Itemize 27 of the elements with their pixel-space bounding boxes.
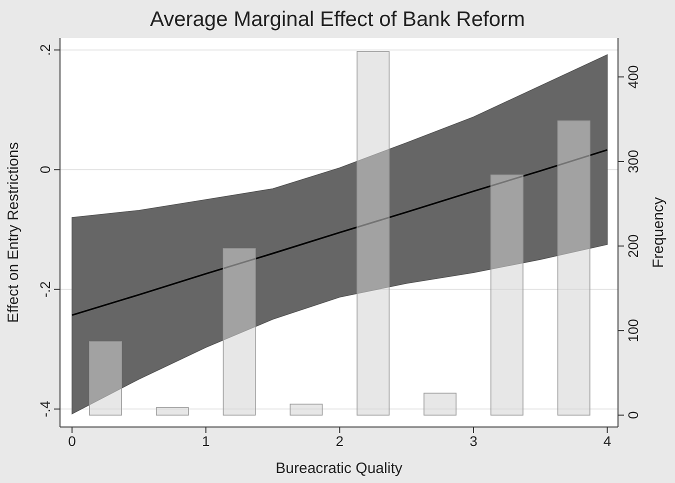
x-tick-label: 0	[68, 432, 76, 449]
y-tick-label: -.4	[37, 400, 53, 418]
y2-tick-label: 0	[624, 411, 641, 420]
y-tick-label: -.2	[37, 280, 53, 298]
bar	[490, 174, 524, 416]
bar	[356, 51, 390, 416]
x-tick-label: 3	[470, 432, 478, 449]
y-tick-label: .2	[37, 44, 53, 56]
x-axis-title: Bureacratic Quality	[276, 460, 403, 477]
y2-axis-title: Frequency	[650, 196, 667, 268]
bar	[424, 392, 456, 416]
bar	[156, 407, 189, 416]
bar	[89, 341, 122, 416]
bar	[557, 120, 590, 416]
x-tick-label: 2	[336, 432, 344, 449]
y-axis-title: Effect on Entry Restrictions	[5, 142, 22, 323]
y-tick-label: 0	[37, 166, 53, 174]
y2-tick-label: 300	[624, 150, 641, 174]
line-series	[71, 149, 608, 316]
bar	[222, 248, 256, 416]
x-tick-label: 1	[202, 432, 210, 449]
y2-tick-label: 200	[624, 234, 641, 258]
bar	[290, 404, 323, 416]
chart-title: Average Marginal Effect of Bank Reform	[150, 8, 526, 31]
y2-tick-label: 100	[624, 318, 641, 342]
y2-tick-label: 400	[624, 65, 641, 89]
x-tick-label: 4	[603, 432, 612, 449]
